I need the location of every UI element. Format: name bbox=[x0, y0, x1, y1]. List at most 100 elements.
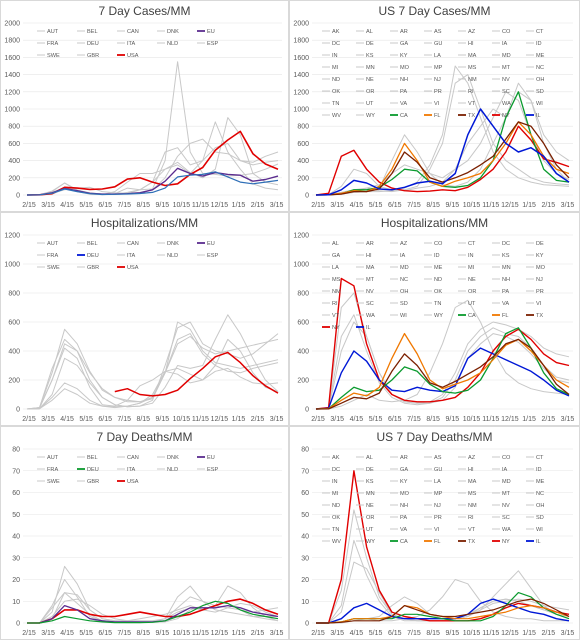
legend-label: GA bbox=[400, 41, 408, 47]
x-tick-label: 11/15 bbox=[482, 630, 499, 637]
legend-label: FRA bbox=[47, 467, 58, 473]
y-tick-label: 30 bbox=[12, 555, 20, 562]
legend-label: CO bbox=[434, 241, 443, 247]
legend-label: AUT bbox=[47, 29, 59, 35]
legend-label: ITA bbox=[127, 253, 136, 259]
legend-label: PA bbox=[400, 89, 407, 95]
legend-label: WY bbox=[366, 539, 375, 545]
y-tick-label: 400 bbox=[8, 349, 20, 356]
x-tick-label: 4/15 bbox=[60, 202, 74, 209]
x-tick-label: 2/15 bbox=[541, 202, 555, 209]
legend-label: NV bbox=[366, 289, 374, 295]
legend-label: ME bbox=[536, 479, 545, 485]
legend-label: KY bbox=[536, 253, 544, 259]
legend-label: NE bbox=[468, 277, 476, 283]
x-tick-label: 11/15 bbox=[192, 202, 209, 209]
x-tick-label: 5/15 bbox=[369, 202, 383, 209]
y-tick-label: 800 bbox=[297, 124, 309, 131]
legend-label: DE bbox=[366, 467, 374, 473]
legend-label: USA bbox=[127, 53, 139, 59]
y-tick-label: 30 bbox=[301, 555, 309, 562]
legend-label: MA bbox=[366, 265, 375, 271]
legend-label: GBR bbox=[87, 53, 99, 59]
chart-svg: US 7 Day Deaths/MM 0 10 20 30 40 50 60 70 80 2/15 3… bbox=[301, 430, 575, 637]
legend-label: SD bbox=[536, 89, 544, 95]
y-tick-label: 1800 bbox=[4, 38, 20, 45]
y-tick-label: 600 bbox=[297, 320, 309, 327]
x-tick-label: 9/15 bbox=[155, 416, 169, 423]
legend-label: CT bbox=[536, 455, 544, 461]
legend-label: NM bbox=[332, 289, 341, 295]
legend-label: WI bbox=[400, 313, 407, 319]
y-tick-label: 60 bbox=[301, 490, 309, 497]
y-tick-label: 200 bbox=[297, 175, 309, 182]
chart-title: 7 Day Deaths/MM bbox=[96, 430, 192, 444]
legend-label: BEL bbox=[87, 241, 98, 247]
x-tick-label: 7/15 bbox=[407, 416, 421, 423]
x-tick-label: 2/15 bbox=[251, 202, 265, 209]
x-tick-label: 11/15 bbox=[482, 416, 499, 423]
series-line-deu bbox=[26, 171, 279, 196]
legend-label: NY bbox=[502, 113, 510, 119]
legend-label: RI bbox=[468, 515, 474, 521]
legend-label: TN bbox=[332, 527, 339, 533]
legend-label: SC bbox=[502, 89, 510, 95]
legend-label: HI bbox=[468, 41, 474, 47]
legend-label: ESP bbox=[207, 41, 218, 47]
x-tick-label: 3/15 bbox=[561, 630, 575, 637]
legend-label: DE bbox=[536, 241, 544, 247]
legend-label: MI bbox=[468, 265, 475, 271]
legend-label: GA bbox=[400, 467, 408, 473]
y-tick-label: 1000 bbox=[4, 107, 20, 114]
legend: AUT BEL CAN DNK EU FRA DEU ITA NLD ESP SWE GBR USA bbox=[37, 455, 218, 485]
chart-title: Hospitalizations/MM bbox=[381, 216, 488, 230]
legend-label: IA bbox=[502, 467, 508, 473]
x-tick-label: 2/15 bbox=[22, 630, 36, 637]
legend-label: PR bbox=[536, 289, 544, 295]
legend-label: AZ bbox=[468, 455, 476, 461]
x-tick-label: 10/15 bbox=[463, 202, 481, 209]
x-tick-label: 12/15 bbox=[501, 416, 519, 423]
series-line-usa bbox=[27, 598, 279, 624]
series-line-ca bbox=[315, 327, 570, 410]
x-tick-label: 3/15 bbox=[561, 202, 575, 209]
x-tick-label: 1/15 bbox=[232, 416, 246, 423]
legend-label: MS bbox=[332, 277, 341, 283]
legend-label: NJ bbox=[536, 277, 543, 283]
legend-label: DNK bbox=[167, 241, 179, 247]
legend-label: SC bbox=[366, 301, 374, 307]
x-tick-label: 7/15 bbox=[407, 630, 421, 637]
legend-label: UT bbox=[468, 301, 476, 307]
y-tick-label: 0 bbox=[16, 621, 20, 628]
y-tick-label: 600 bbox=[8, 141, 20, 148]
series-line-swe bbox=[27, 598, 279, 624]
legend-label: KY bbox=[400, 53, 408, 59]
x-tick-label: 4/15 bbox=[60, 630, 74, 637]
series-line-esp bbox=[27, 579, 279, 624]
x-tick-label: 8/15 bbox=[136, 416, 150, 423]
legend-label: AZ bbox=[468, 29, 476, 35]
x-tick-label: 1/15 bbox=[522, 630, 536, 637]
x-tick-label: 6/15 bbox=[388, 202, 402, 209]
legend-label: TN bbox=[332, 101, 339, 107]
series-line-nd bbox=[316, 579, 569, 624]
legend-label: MO bbox=[400, 491, 410, 497]
legend-label: NV bbox=[502, 77, 510, 83]
legend-label: UT bbox=[366, 527, 374, 533]
chart-panel-2: US 7 Day Cases/MM 0 200 400 600 800 1000 1200 14… bbox=[289, 0, 580, 212]
legend-label: LA bbox=[434, 53, 441, 59]
y-tick-label: 1200 bbox=[293, 89, 309, 96]
chart-panel-6: US 7 Day Deaths/MM 0 10 20 30 40 50 60 70 80 2/15 3… bbox=[289, 426, 580, 640]
y-tick-label: 1600 bbox=[4, 55, 20, 62]
legend-label: DC bbox=[502, 241, 510, 247]
x-tick-label: 8/15 bbox=[136, 202, 150, 209]
legend-label: EU bbox=[207, 455, 215, 461]
legend-label: MT bbox=[366, 277, 375, 283]
legend-label: OK bbox=[332, 515, 340, 521]
legend-label: VA bbox=[400, 527, 407, 533]
legend-label: GU bbox=[434, 41, 442, 47]
x-tick-label: 2/15 bbox=[541, 416, 555, 423]
legend-label: CT bbox=[536, 29, 544, 35]
legend-label: CO bbox=[502, 29, 511, 35]
series-line-deu bbox=[27, 600, 279, 624]
